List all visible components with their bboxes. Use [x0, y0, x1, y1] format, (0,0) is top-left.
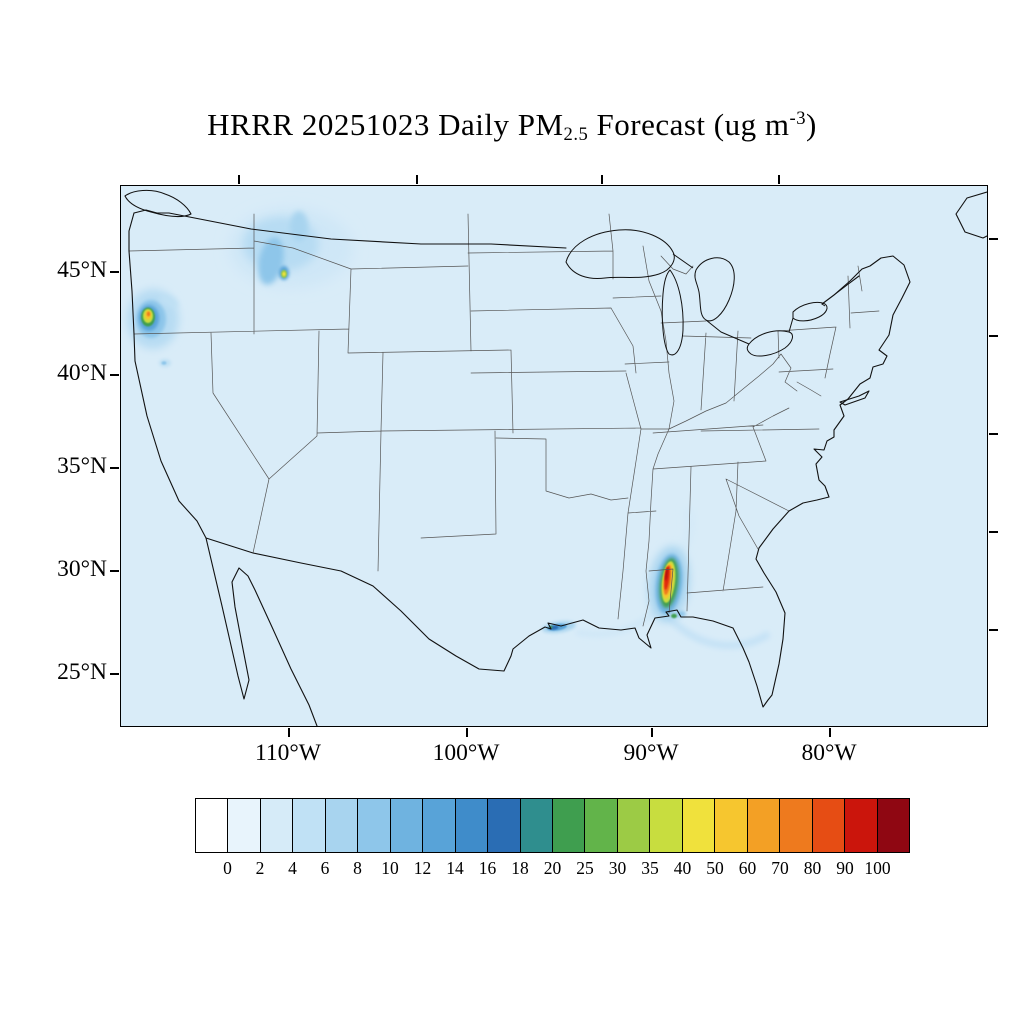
colorbar-cell	[390, 799, 424, 852]
title-superscript: -3	[789, 107, 806, 129]
conus-outline	[128, 212, 911, 708]
long-island	[839, 390, 870, 406]
colorbar-cell	[617, 799, 651, 852]
figure-title: HRRR 20251023 Daily PM2.5 Forecast (ug m…	[0, 107, 1024, 146]
colorbar-tick-label: 50	[706, 858, 724, 878]
colorbar-tick-label: 4	[288, 858, 297, 878]
lake-connectors	[672, 253, 826, 345]
colorbar-tick-label: 70	[771, 858, 789, 878]
axis-tick-bottom	[829, 728, 831, 737]
lon-tick-label: 80°W	[801, 740, 857, 766]
lon-tick-label: 110°W	[255, 740, 321, 766]
lake-ontario	[792, 301, 828, 322]
vancouver-island	[124, 189, 192, 218]
coastline	[124, 189, 987, 726]
canada-border-west	[133, 209, 567, 249]
lat-tick-label: 25°N	[57, 658, 107, 685]
colorbar-tick-label: 25	[576, 858, 594, 878]
lon-tick-label: 100°W	[432, 740, 500, 766]
colorbar-cell	[260, 799, 294, 852]
axis-tick-left	[110, 673, 119, 675]
axis-tick-right	[989, 629, 998, 631]
colorbar-tick-label: 10	[381, 858, 399, 878]
colorbar-cell	[455, 799, 489, 852]
colorbar-cell	[877, 799, 909, 852]
colorbar-cell	[812, 799, 846, 852]
lat-tick-label: 35°N	[57, 452, 107, 479]
colorbar-tick-labels: 0 2 4 6 8 10 12 14 16 18 20 25 30 35 40 50 60 70 80 90 100	[195, 858, 910, 884]
colorbar-cell	[747, 799, 781, 852]
colorbar-cell	[845, 799, 878, 852]
mexico-baja	[205, 537, 318, 726]
colorbar-cell	[358, 799, 391, 852]
colorbar-tick-label: 2	[255, 858, 265, 878]
axis-tick-left	[110, 570, 119, 572]
colorbar-tick-label: 18	[511, 858, 529, 878]
axis-tick-top	[416, 175, 418, 184]
colorbar-tick-label: 12	[413, 858, 432, 878]
lake-michigan	[661, 269, 684, 356]
axis-tick-left	[110, 271, 119, 273]
axis-tick-top	[238, 175, 240, 184]
st-lawrence	[833, 275, 860, 296]
gulf-coast-plume	[575, 506, 771, 649]
axis-tick-left	[110, 467, 119, 469]
map-frame: 45°N 40°N 35°N 30°N 25°N 110°W 100°W 90°W 80°W	[57, 175, 998, 765]
colorbar-tick-label: 8	[353, 858, 362, 878]
colorbar-tick-label: 6	[320, 858, 330, 878]
colorbar-tick-label: 80	[803, 858, 822, 878]
colorbar-cell	[552, 799, 586, 852]
colorbar-tick-label: 90	[836, 858, 854, 878]
colorbar-cell	[650, 799, 683, 852]
lat-tick-label: 40°N	[57, 359, 107, 386]
colorbar-tick-label: 0	[223, 858, 232, 878]
axis-tick-right	[989, 531, 998, 533]
axis-tick-top	[778, 175, 780, 184]
lake-huron	[694, 257, 735, 322]
colorbar-cell	[780, 799, 813, 852]
us-map-svg	[121, 186, 987, 726]
colorbar-cell	[488, 799, 521, 852]
colorbar-cell	[196, 799, 229, 852]
colorbar: 0 2 4 6 8 10 12 14 16 18 20 25 30 35 40 50 60 70 80 90 100	[195, 798, 910, 884]
colorbar-tick-label: 60	[738, 858, 757, 878]
colorbar-cell	[228, 799, 261, 852]
axis-tick-bottom	[651, 728, 653, 737]
title-subscript: 2.5	[563, 124, 589, 146]
axis-tick-right	[989, 433, 998, 435]
lat-tick-label: 45°N	[57, 256, 107, 283]
axis-tick-bottom	[466, 728, 468, 737]
colorbar-tick-label: 35	[641, 858, 659, 878]
axis-tick-top	[601, 175, 603, 184]
colorbar-tick-label: 20	[543, 858, 562, 878]
colorbar-tick-label: 16	[478, 858, 497, 878]
axis-tick-right	[989, 335, 998, 337]
colorbar-cells	[195, 798, 910, 853]
colorbar-cell	[325, 799, 359, 852]
colorbar-tick-label: 100	[864, 858, 891, 878]
colorbar-tick-label: 14	[446, 858, 464, 878]
lat-tick-label: 30°N	[57, 555, 107, 582]
lake-erie	[746, 330, 793, 357]
lake-superior	[565, 229, 675, 279]
colorbar-cell	[293, 799, 326, 852]
great-lakes	[565, 229, 828, 357]
title-middle: Forecast (ug m	[588, 107, 790, 142]
title-suffix: )	[806, 107, 817, 142]
colorbar-tick-label: 40	[673, 858, 692, 878]
axis-tick-right	[989, 238, 998, 240]
colorbar-tick-label: 30	[608, 858, 627, 878]
lon-tick-label: 90°W	[623, 740, 679, 766]
colorbar-cell	[520, 799, 553, 852]
colorbar-cell	[423, 799, 456, 852]
colorbar-cell	[715, 799, 748, 852]
colorbar-cell	[682, 799, 716, 852]
title-prefix: HRRR 20251023 Daily PM	[207, 107, 564, 142]
northeast-canada-land	[955, 191, 987, 239]
colorbar-cell	[585, 799, 618, 852]
axis-tick-bottom	[288, 728, 290, 737]
axis-tick-left	[110, 374, 119, 376]
